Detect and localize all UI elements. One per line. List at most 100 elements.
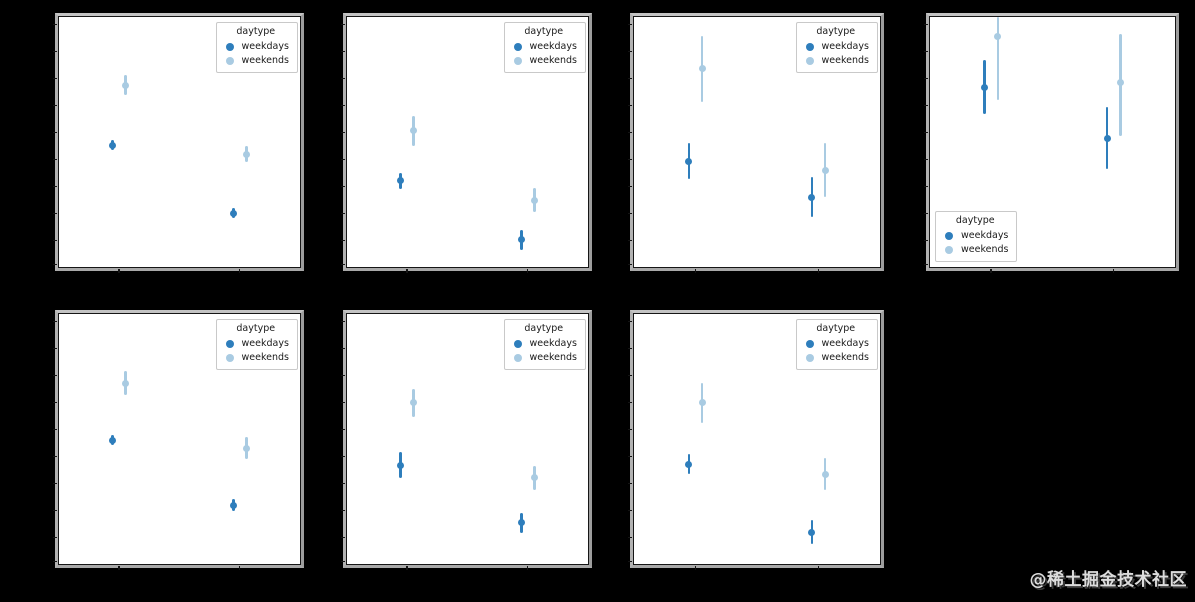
y-axis-tick [53, 239, 57, 241]
y-axis-tick [53, 185, 57, 187]
legend-entry-weekends: weekends [223, 351, 289, 365]
y-axis-tick [924, 50, 928, 52]
legend-swatch-weekends-icon [225, 57, 234, 65]
y-axis-tick [53, 482, 57, 484]
point-weekdays [229, 209, 237, 217]
plot-area-row1-col4: daytype weekdays weekends [924, 16, 1176, 273]
y-axis-tick [628, 50, 632, 52]
point-weekends [530, 196, 538, 204]
legend-label-weekends: weekends [821, 352, 869, 363]
legend-label-weekdays: weekdays [821, 41, 869, 52]
y-axis-tick [924, 77, 928, 79]
y-axis-tick [53, 536, 57, 538]
y-axis-tick [53, 320, 57, 322]
legend-entry-weekends: weekends [511, 54, 577, 68]
plot-area-row2-col3: daytype weekdays weekends [628, 313, 881, 570]
legend-swatch-weekdays-icon [513, 43, 522, 51]
y-axis-tick [628, 185, 632, 187]
y-axis-tick [341, 239, 345, 241]
y-axis-tick [53, 212, 57, 214]
point-weekends [122, 379, 130, 387]
ci-errorbar-weekends [996, 17, 1000, 100]
y-axis-tick [53, 428, 57, 430]
y-axis-tick [341, 347, 345, 349]
legend-label-weekdays: weekdays [821, 338, 869, 349]
y-axis-tick [924, 263, 928, 265]
legend: daytype weekdays weekends [503, 319, 586, 370]
legend-entry-weekends: weekends [803, 351, 869, 365]
y-axis-tick [628, 104, 632, 106]
legend: daytype weekdays weekends [795, 22, 878, 73]
y-axis-tick [341, 536, 345, 538]
legend-entry-weekdays: weekdays [223, 337, 289, 351]
x-axis-tick [817, 566, 819, 570]
x-axis-tick [817, 269, 819, 273]
y-axis-tick [341, 158, 345, 160]
y-axis-tick [341, 77, 345, 79]
pointplot-panel-row2-col3: daytype weekdays weekends [628, 310, 884, 570]
y-axis-tick [53, 263, 57, 265]
legend: daytype weekdays weekends [215, 319, 298, 370]
legend: daytype weekdays weekends [795, 319, 878, 370]
y-axis-tick [628, 239, 632, 241]
legend-entry-weekdays: weekdays [942, 229, 1008, 243]
y-axis-tick [924, 158, 928, 160]
y-axis-tick [341, 374, 345, 376]
plot-area-row1-col2: daytype weekdays weekends [341, 16, 589, 273]
x-axis-tick [238, 566, 241, 570]
point-weekends [698, 65, 706, 73]
y-axis-tick [628, 428, 632, 430]
point-weekends [821, 470, 829, 478]
legend-entry-weekends: weekends [511, 351, 577, 365]
legend-entry-weekends: weekends [803, 54, 869, 68]
point-weekdays [397, 461, 405, 469]
y-axis-tick [628, 482, 632, 484]
legend-label-weekends: weekends [529, 352, 577, 363]
legend-label-weekdays: weekdays [529, 41, 577, 52]
y-axis-tick [341, 428, 345, 430]
legend-swatch-weekdays-icon [225, 340, 234, 348]
y-axis-tick [53, 77, 57, 79]
y-axis-tick [628, 212, 632, 214]
x-axis-tick [238, 269, 241, 273]
legend-swatch-weekends-icon [805, 354, 814, 362]
y-axis-tick [53, 401, 57, 403]
y-axis-tick [628, 455, 632, 457]
y-axis-tick [628, 560, 632, 562]
y-axis-tick [924, 131, 928, 133]
legend-swatch-weekdays-icon [945, 232, 953, 240]
y-axis-tick [628, 77, 632, 79]
legend-title: daytype [816, 26, 856, 37]
y-axis-tick [924, 212, 928, 214]
point-weekends [1116, 78, 1124, 86]
pointplot-panel-row1-col2: daytype weekdays weekends [341, 13, 592, 273]
y-axis-tick [628, 263, 632, 265]
point-weekends [122, 81, 130, 89]
point-weekdays [517, 519, 525, 527]
legend-entry-weekdays: weekdays [803, 40, 869, 54]
point-weekdays [1103, 134, 1111, 142]
plot-area-row1-col3: daytype weekdays weekends [628, 16, 881, 273]
legend: daytype weekdays weekends [215, 22, 298, 73]
x-axis-tick [694, 566, 696, 570]
legend: daytype weekdays weekends [503, 22, 586, 73]
y-axis-tick [628, 320, 632, 322]
y-axis-tick [341, 263, 345, 265]
legend-swatch-weekdays-icon [225, 43, 234, 51]
legend-swatch-weekdays-icon [513, 340, 522, 348]
legend-entry-weekdays: weekdays [803, 337, 869, 351]
pointplot-panel-row2-col1: daytype weekdays weekends [53, 310, 304, 570]
point-weekends [821, 166, 829, 174]
legend-entry-weekends: weekends [942, 243, 1008, 257]
y-axis-tick [341, 212, 345, 214]
y-axis-tick [628, 347, 632, 349]
y-axis-tick [628, 23, 632, 25]
y-axis-tick [924, 23, 928, 25]
legend-label-weekends: weekends [961, 244, 1009, 255]
x-axis-tick [406, 269, 408, 273]
point-weekdays [685, 157, 693, 165]
y-axis-tick [53, 455, 57, 457]
legend-label-weekends: weekends [241, 55, 289, 66]
legend-swatch-weekdays-icon [805, 340, 814, 348]
